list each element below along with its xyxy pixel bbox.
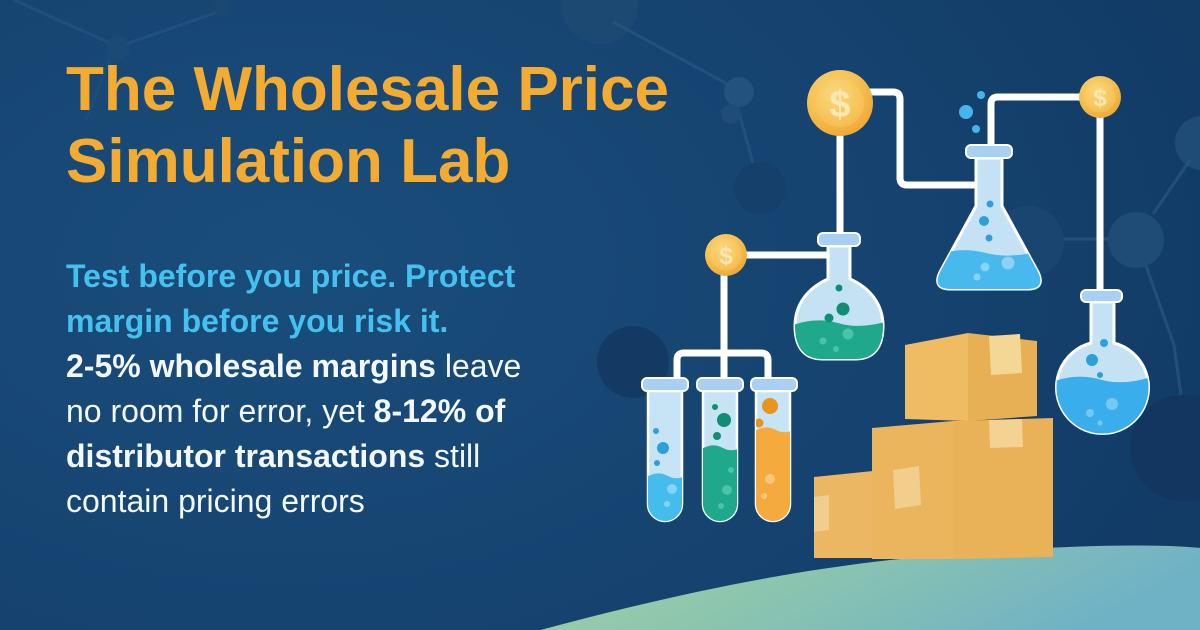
title-line-2: Simulation Lab [66, 127, 511, 196]
molecule-edges-top-left [13, 0, 219, 121]
box-top-left-face [905, 333, 968, 421]
molecule-node [1108, 212, 1164, 268]
title-line-1: The Wholesale Price [66, 55, 669, 124]
molecule-node [213, 0, 231, 17]
body-run: leave [435, 348, 522, 384]
dollar-coin-icon: $ [705, 234, 747, 276]
stat-wholesale-margins: 2-5% wholesale margins [66, 348, 436, 384]
molecule-node [721, 104, 741, 124]
box-tape [814, 495, 829, 532]
body-highlight-line-1: Test before you price. Protect [66, 258, 516, 294]
tube-cap [641, 377, 689, 392]
connector-tubes [673, 88, 1104, 384]
test-tube-icon [750, 377, 798, 523]
body-run: contain pricing errors [66, 483, 365, 519]
coin-dollar-glyph: $ [1093, 85, 1107, 112]
molecule-node [724, 77, 754, 107]
molecule-blob [562, 0, 638, 44]
florence-flask-icon [793, 232, 885, 361]
flask-stopper [1080, 289, 1123, 303]
tube-cap [750, 377, 798, 392]
body-run: still [425, 438, 481, 474]
tube-cap [696, 377, 744, 392]
round-flask-icon [1055, 289, 1150, 436]
bubbles-icon [959, 91, 985, 133]
coin-dollar-glyph: $ [719, 243, 733, 270]
molecule-blob [734, 162, 786, 214]
stat-distributor-transactions-pct: 8-12% of [373, 393, 506, 429]
dollar-coin-icon: $ [807, 70, 873, 136]
stat-distributor-transactions: distributor transactions [66, 438, 426, 474]
test-tube-icon [641, 377, 689, 523]
ground-hill [540, 545, 1200, 630]
flask-stopper [817, 232, 861, 247]
test-tube-icon [696, 377, 744, 523]
box-tape [893, 466, 921, 509]
box-bottom-right [953, 418, 1053, 559]
erlenmeyer-flask-icon [936, 144, 1042, 291]
molecule-node [106, 36, 130, 60]
coin-dollar-glyph: $ [829, 84, 850, 126]
flask-stopper [965, 144, 1013, 159]
box-tape [989, 334, 1022, 375]
dollar-coin-icon: $ [1079, 76, 1121, 118]
molecule-node [1175, 116, 1200, 170]
shipping-boxes-icon [814, 333, 1053, 559]
body-text: Test before you price. Protect margin bef… [66, 254, 626, 524]
body-highlight-line-2: margin before you risk it. [66, 303, 449, 339]
body-run: no room for error, yet [66, 393, 374, 429]
box-tape [989, 419, 1023, 448]
molecule-blob [1130, 395, 1200, 501]
box-small [814, 471, 873, 558]
page-title: The Wholesale Price Simulation Lab [66, 54, 669, 198]
